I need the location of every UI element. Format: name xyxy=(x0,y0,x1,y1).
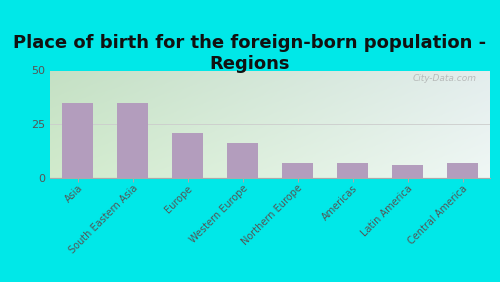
Bar xyxy=(118,103,148,178)
Text: Place of birth for the foreign-born population -
Regions: Place of birth for the foreign-born popu… xyxy=(14,34,486,73)
Bar xyxy=(282,163,312,178)
Bar xyxy=(448,163,478,178)
Bar xyxy=(338,163,368,178)
Bar xyxy=(392,165,422,178)
Bar xyxy=(172,133,203,178)
Bar xyxy=(62,103,92,178)
Bar xyxy=(228,143,258,178)
Text: City-Data.com: City-Data.com xyxy=(413,74,477,83)
